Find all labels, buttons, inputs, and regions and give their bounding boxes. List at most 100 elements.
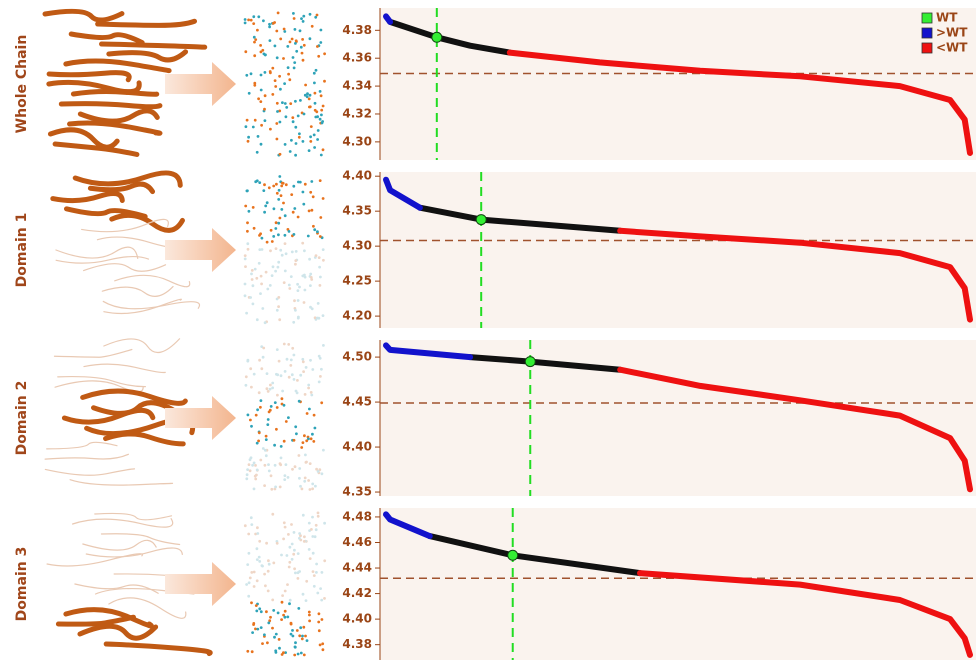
cloud-dot [303, 479, 307, 483]
cloud-dot [310, 307, 314, 311]
cloud-dot [271, 93, 275, 96]
legend-swatch [921, 27, 933, 39]
cloud-dot [303, 249, 306, 253]
cloud-dot [321, 314, 325, 317]
cloud-dot [243, 254, 247, 257]
cloud-dot [264, 584, 267, 588]
y-tick-label: 4.30 [342, 134, 372, 148]
cloud-dot [270, 487, 274, 491]
cloud-dot [268, 25, 271, 29]
cloud-dot [290, 193, 294, 197]
cloud-dot [307, 610, 311, 614]
cloud-dot [314, 254, 318, 257]
cloud-dot [246, 468, 250, 471]
cloud-dot [250, 424, 253, 428]
cloud-dot [269, 228, 273, 232]
cloud-dot [315, 13, 319, 17]
protein-ribbon [94, 512, 173, 521]
cloud-dot [285, 554, 289, 557]
cloud-dot [319, 153, 323, 157]
cloud-dot [247, 551, 251, 555]
cloud-dot [290, 542, 294, 546]
cloud-dot [244, 383, 248, 387]
cloud-dot [288, 598, 292, 602]
cloud-dot [285, 357, 289, 361]
cloud-dot [311, 551, 315, 555]
protein-ribbon [100, 533, 181, 546]
cloud-dot [260, 345, 264, 348]
y-tick-label: 4.30 [342, 239, 372, 253]
protein-ribbon [83, 263, 167, 272]
cloud-dot [298, 536, 301, 540]
protein-ribbon [70, 88, 160, 97]
cloud-dot [279, 374, 283, 378]
cloud-dot [299, 45, 303, 49]
cloud-dot [266, 423, 270, 426]
cloud-dot [254, 180, 258, 184]
cloud-dot [283, 30, 287, 33]
cloud-dot [278, 74, 281, 78]
wt-point [507, 549, 519, 561]
cloud-dot [283, 242, 287, 246]
cloud-dot [267, 186, 271, 190]
protein-ribbon [42, 8, 125, 23]
cloud-dot [312, 440, 316, 443]
y-tick-label: 4.35 [342, 485, 372, 499]
cloud-dot [308, 37, 312, 41]
cloud-dot [268, 22, 271, 26]
y-tick-label: 4.44 [342, 561, 372, 575]
cloud-dot [316, 138, 319, 141]
y-tick-label: 4.48 [342, 509, 372, 523]
cloud-dot [323, 597, 326, 600]
series-line [383, 342, 474, 361]
cloud-dot [294, 571, 297, 575]
cloud-dot [312, 413, 316, 417]
cloud-dot [304, 83, 307, 87]
cloud-dot [307, 149, 311, 153]
cloud-dot [282, 201, 285, 205]
cloud-dot [283, 233, 287, 237]
cloud-dot [313, 101, 317, 105]
cloud-dot [321, 248, 325, 252]
cloud-dot [268, 408, 272, 412]
cloud-dot [281, 594, 284, 597]
cloud-dot [283, 102, 287, 105]
cloud-dot [291, 56, 295, 59]
cloud-dot [301, 513, 305, 517]
cloud-dot [302, 14, 306, 18]
cloud-dot [319, 94, 323, 98]
cloud-dot [244, 204, 248, 208]
cloud-dot [305, 579, 309, 583]
protein-ribbon [80, 388, 188, 406]
protein-ribbon [47, 127, 120, 150]
protein-ribbon [58, 101, 163, 110]
cloud-dot [300, 17, 303, 20]
protein-ribbon [83, 363, 166, 374]
cloud-dot [282, 439, 286, 443]
cloud-dot [264, 53, 267, 57]
cloud-dot [254, 464, 257, 467]
cloud-dot [243, 18, 247, 21]
cloud-dot [249, 367, 253, 371]
cloud-dot [294, 125, 298, 129]
cloud-dot [303, 393, 307, 396]
cloud-dot [293, 207, 297, 210]
cloud-dot [300, 637, 304, 641]
cloud-dot [312, 224, 315, 228]
cloud-dot [271, 66, 275, 70]
protein-ribbon [61, 407, 156, 425]
cloud-dot [283, 82, 286, 85]
cloud-dot [275, 541, 279, 545]
cloud-dot [311, 570, 315, 573]
cloud-dot [273, 401, 277, 404]
row-label: Whole Chain [14, 35, 30, 134]
cloud-dot [275, 122, 279, 125]
cloud-dot [265, 610, 268, 614]
cloud-dot [262, 189, 266, 193]
cloud-dot [258, 539, 262, 543]
cloud-dot [307, 209, 311, 213]
cloud-dot [294, 142, 298, 145]
cloud-dot [258, 607, 262, 611]
cloud-dot [277, 638, 281, 641]
cloud-dot [245, 473, 249, 477]
